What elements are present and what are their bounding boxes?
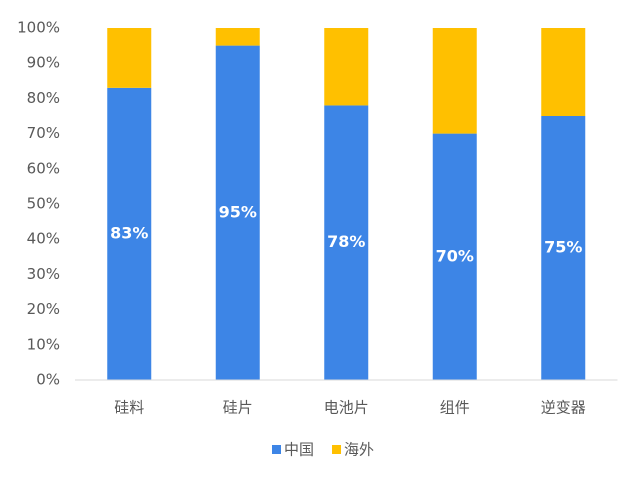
x-tick-label: 逆变器 [541, 399, 586, 417]
y-tick-label: 0% [36, 371, 60, 389]
x-tick-label: 组件 [440, 399, 470, 417]
bar-segment [541, 28, 586, 116]
y-tick-label: 10% [27, 335, 60, 353]
bar-segment [432, 133, 477, 380]
bar-segment [432, 28, 477, 134]
bar-segment [215, 45, 260, 380]
y-tick-label: 70% [27, 124, 60, 142]
bar-segment [107, 28, 152, 88]
bar-segment [324, 28, 369, 106]
y-tick-label: 50% [27, 195, 60, 213]
x-tick-label: 电池片 [324, 399, 369, 417]
y-tick-label: 60% [27, 159, 60, 177]
y-tick-label: 30% [27, 265, 60, 283]
data-label: 70% [436, 246, 474, 265]
data-label: 78% [327, 232, 365, 251]
y-tick-label: 40% [27, 230, 60, 248]
y-tick-label: 90% [27, 54, 60, 72]
bar-segment [215, 28, 260, 46]
bar-segment [324, 105, 369, 380]
y-tick-label: 100% [17, 19, 60, 37]
bar-segment [541, 116, 586, 380]
bar-segment [107, 87, 152, 380]
y-tick-label: 80% [27, 89, 60, 107]
legend-label: 中国 [284, 441, 314, 459]
x-tick-label: 硅料 [114, 399, 144, 417]
y-tick-label: 20% [27, 300, 60, 318]
data-label: 95% [219, 202, 257, 221]
legend-label: 海外 [344, 441, 374, 459]
x-tick-label: 硅片 [223, 399, 253, 417]
legend-swatch [272, 445, 281, 454]
data-label: 83% [110, 223, 148, 242]
data-label: 75% [544, 238, 582, 257]
legend-swatch [332, 445, 342, 454]
